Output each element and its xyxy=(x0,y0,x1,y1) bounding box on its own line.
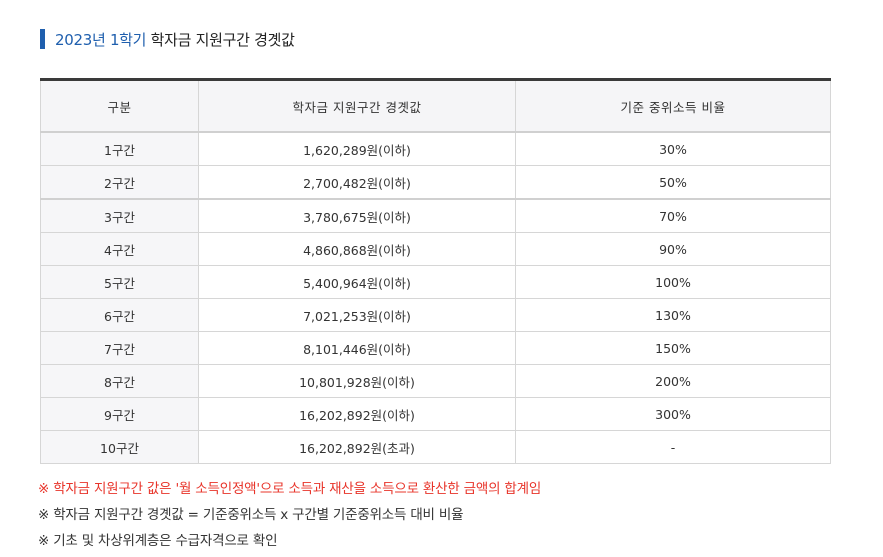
cell-band: 10구간 xyxy=(40,430,199,464)
header-threshold: 학자금 지원구간 경곗값 xyxy=(198,78,516,133)
table-header-row: 구분 학자금 지원구간 경곗값 기준 중위소득 비율 xyxy=(40,78,831,133)
table-row: 9구간 16,202,892원(이하) 300% xyxy=(40,397,831,431)
footnote-formula: ※ 학자금 지원구간 경곗값 = 기준중위소득 x 구간별 기준중위소득 대비 … xyxy=(38,507,464,523)
cell-band: 3구간 xyxy=(40,198,199,233)
table-row: 1구간 1,620,289원(이하) 30% xyxy=(40,131,831,166)
cell-band: 1구간 xyxy=(40,131,199,166)
cell-band: 5구간 xyxy=(40,265,199,299)
title-text: 2023년 1학기 학자금 지원구간 경곗값 xyxy=(55,29,295,50)
cell-band: 6구간 xyxy=(40,298,199,332)
table-row: 4구간 4,860,868원(이하) 90% xyxy=(40,232,831,266)
table-row: 3구간 3,780,675원(이하) 70% xyxy=(40,198,831,233)
cell-band: 4구간 xyxy=(40,232,199,266)
header-ratio: 기준 중위소득 비율 xyxy=(515,78,831,133)
table-row: 7구간 8,101,446원(이하) 150% xyxy=(40,331,831,365)
table-row: 6구간 7,021,253원(이하) 130% xyxy=(40,298,831,332)
table-row: 2구간 2,700,482원(이하) 50% xyxy=(40,165,831,200)
cell-band: 8구간 xyxy=(40,364,199,398)
cell-threshold: 3,780,675원(이하) xyxy=(198,198,516,233)
section-title: 2023년 1학기 학자금 지원구간 경곗값 xyxy=(40,28,295,50)
cell-ratio: 150% xyxy=(515,331,831,365)
cell-band: 2구간 xyxy=(40,165,199,200)
title-term: 2023년 1학기 xyxy=(55,30,147,49)
footnote-definition: ※ 학자금 지원구간 값은 '월 소득인정액'으로 소득과 재산을 소득으로 환… xyxy=(38,481,542,497)
cell-band: 7구간 xyxy=(40,331,199,365)
cell-ratio: 200% xyxy=(515,364,831,398)
cell-ratio: 300% xyxy=(515,397,831,431)
cell-threshold: 2,700,482원(이하) xyxy=(198,165,516,200)
footnotes: ※ 학자금 지원구간 값은 '월 소득인정액'으로 소득과 재산을 소득으로 환… xyxy=(38,476,838,554)
header-band: 구분 xyxy=(40,78,199,133)
cell-ratio: 100% xyxy=(515,265,831,299)
cell-threshold: 5,400,964원(이하) xyxy=(198,265,516,299)
cell-ratio: - xyxy=(515,430,831,464)
cell-ratio: 50% xyxy=(515,165,831,200)
cell-ratio: 70% xyxy=(515,198,831,233)
cell-threshold: 8,101,446원(이하) xyxy=(198,331,516,365)
title-accent-bar xyxy=(40,29,45,49)
cell-threshold: 4,860,868원(이하) xyxy=(198,232,516,266)
table-row: 5구간 5,400,964원(이하) 100% xyxy=(40,265,831,299)
cell-ratio: 90% xyxy=(515,232,831,266)
table-row: 10구간 16,202,892원(초과) - xyxy=(40,430,831,464)
support-band-table: 구분 학자금 지원구간 경곗값 기준 중위소득 비율 1구간 1,620,289… xyxy=(40,78,831,464)
cell-band: 9구간 xyxy=(40,397,199,431)
cell-threshold: 16,202,892원(초과) xyxy=(198,430,516,464)
cell-threshold: 16,202,892원(이하) xyxy=(198,397,516,431)
cell-threshold: 10,801,928원(이하) xyxy=(198,364,516,398)
cell-ratio: 30% xyxy=(515,131,831,166)
cell-ratio: 130% xyxy=(515,298,831,332)
footnote-eligibility: ※ 기초 및 차상위계층은 수급자격으로 확인 xyxy=(38,533,278,549)
cell-threshold: 1,620,289원(이하) xyxy=(198,131,516,166)
title-main: 학자금 지원구간 경곗값 xyxy=(150,30,295,49)
table-row: 8구간 10,801,928원(이하) 200% xyxy=(40,364,831,398)
cell-threshold: 7,021,253원(이하) xyxy=(198,298,516,332)
